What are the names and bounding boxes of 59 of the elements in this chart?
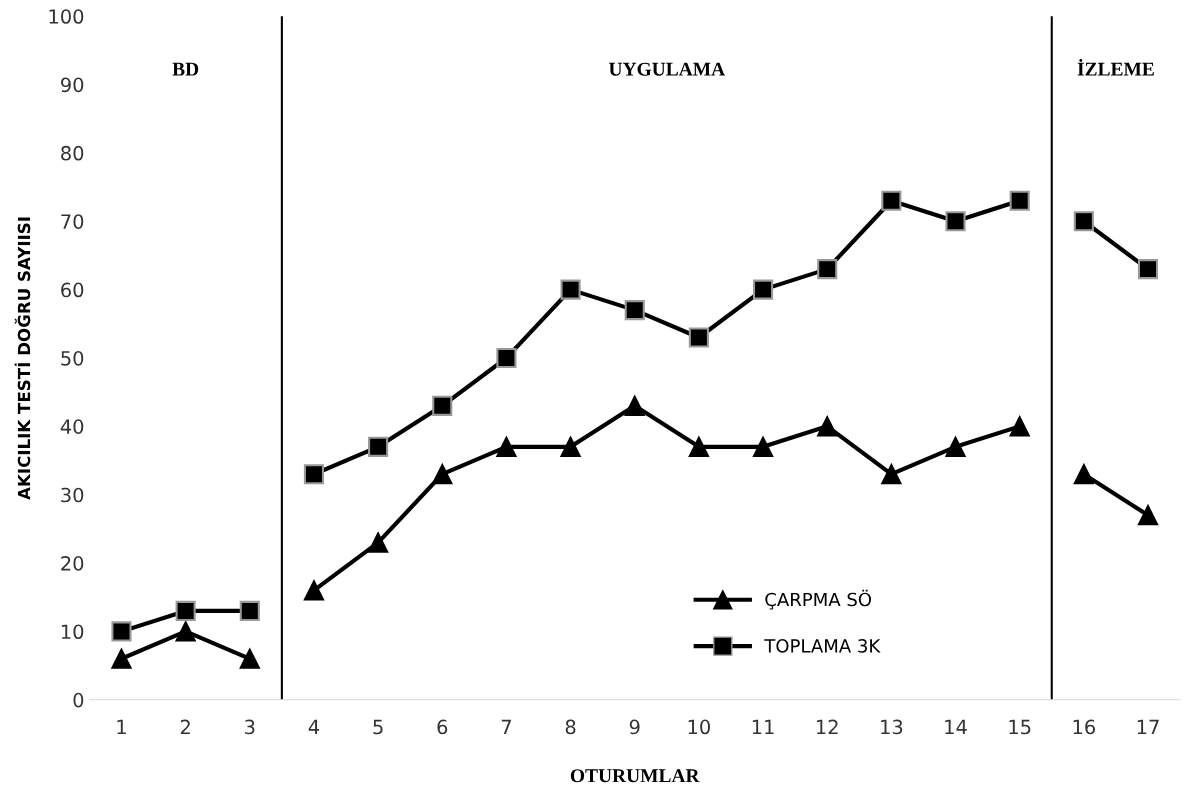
x-tick-label: 12: [816, 719, 838, 734]
point: [1009, 190, 1030, 211]
point: [688, 436, 709, 457]
point: [752, 279, 774, 300]
point: [432, 464, 453, 485]
point: [368, 532, 389, 553]
point: [688, 327, 709, 348]
point: [1009, 416, 1030, 437]
y-tick-label: 60: [61, 282, 84, 298]
point: [303, 464, 325, 485]
x-tick-label: 11: [752, 719, 774, 734]
y-tick-label: 80: [61, 145, 84, 161]
x-tick-label: 10: [688, 719, 710, 735]
point: [945, 436, 966, 457]
x-tick-label: 5: [373, 719, 383, 735]
point: [368, 436, 389, 457]
point: [752, 436, 774, 457]
y-tick-label: 30: [61, 487, 84, 503]
annotation: İZLEME: [1077, 58, 1154, 76]
x-tick-label: 2: [180, 719, 190, 734]
point: [881, 190, 902, 211]
point: [817, 259, 838, 280]
point: [303, 580, 325, 601]
point: [432, 395, 453, 416]
point: [945, 211, 966, 232]
x-tick-label: 8: [565, 719, 576, 735]
x-tick-label: 7: [501, 719, 511, 734]
x-tick-label: 1: [117, 719, 126, 734]
y-tick-label: 20: [61, 556, 84, 571]
x-tick-label: 13: [881, 719, 903, 735]
y-tick-label: 90: [61, 77, 84, 93]
point: [624, 395, 645, 416]
x-tick-label: 4: [308, 719, 320, 734]
point: [817, 416, 838, 437]
point: [881, 464, 902, 485]
x-tick-label: 17: [1137, 719, 1159, 734]
x-tick-label: 6: [437, 719, 448, 735]
point: [624, 300, 645, 321]
point: [560, 279, 581, 300]
annotation: BD: [172, 62, 199, 76]
legend-label: ÇARPMA SÖ: [765, 589, 872, 610]
x-tick-label: 3: [245, 719, 255, 735]
point: [496, 436, 517, 457]
point: [560, 436, 581, 457]
point: [496, 347, 517, 369]
x-tick-label: 15: [1009, 719, 1031, 735]
legend-label: TOPLAMA 3K: [764, 639, 881, 653]
y-tick-label: 40: [60, 419, 84, 435]
y-axis-title: AKICILIK TESTİ DOĞRU SAYIISI: [14, 217, 31, 500]
y-tick-label: 10: [61, 624, 84, 640]
y-tick-label: 100: [49, 9, 84, 24]
x-tick-label: 9: [629, 719, 640, 735]
y-tick-label: 0: [73, 692, 84, 708]
y-tick-label: 70: [61, 214, 84, 229]
x-tick-label: 14: [945, 719, 967, 734]
x-tick-label: 16: [1073, 719, 1095, 735]
x-axis-title: OTURUMLAR: [570, 769, 700, 783]
y-tick-label: 50: [61, 350, 84, 366]
annotation: UYGULAMA: [608, 62, 725, 76]
